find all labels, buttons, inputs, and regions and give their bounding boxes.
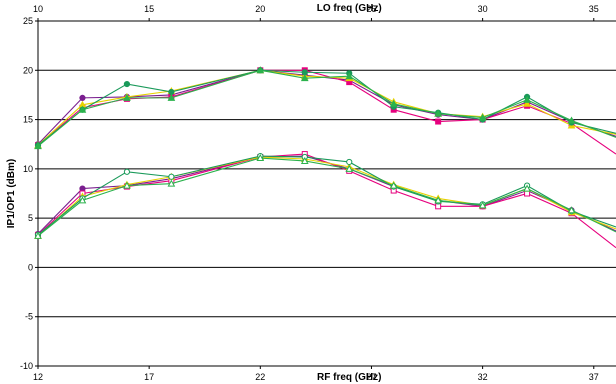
xtick-top-label: 10 bbox=[33, 4, 43, 14]
point-s9 bbox=[345, 164, 354, 172]
point-s4 bbox=[34, 142, 42, 150]
ytick-label: 10 bbox=[23, 164, 33, 174]
xtick-top-label: 20 bbox=[255, 4, 265, 14]
xtick-top-label: 35 bbox=[589, 4, 599, 14]
xtick-bottom-label: 32 bbox=[478, 372, 488, 382]
x-axis-label-top: LO freq (GHz) bbox=[317, 3, 382, 14]
ytick-label: -5 bbox=[25, 312, 33, 322]
y-axis-label: IP1/OP1 (dBm) bbox=[6, 159, 17, 228]
point-s8 bbox=[346, 158, 353, 166]
point-s1 bbox=[435, 118, 442, 125]
point-s9 bbox=[167, 179, 176, 187]
xtick-bottom-label: 12 bbox=[33, 372, 43, 382]
point-s9 bbox=[567, 206, 576, 214]
point-s5 bbox=[79, 185, 86, 192]
xtick-bottom-label: 17 bbox=[144, 372, 154, 382]
point-s9 bbox=[389, 181, 398, 189]
point-s8 bbox=[123, 168, 131, 175]
ytick-label: -10 bbox=[20, 361, 33, 371]
point-s4 bbox=[167, 93, 176, 101]
data-series bbox=[34, 66, 616, 249]
series-6 bbox=[35, 151, 616, 249]
point-s4 bbox=[434, 109, 442, 117]
ytick-label: 25 bbox=[23, 16, 33, 26]
xtick-top-label: 25 bbox=[366, 4, 376, 14]
point-s4 bbox=[567, 116, 576, 124]
point-s9 bbox=[523, 184, 531, 192]
point-s0 bbox=[79, 94, 86, 101]
xtick-top-label: 15 bbox=[144, 4, 154, 14]
point-s9 bbox=[78, 196, 87, 204]
point-s3 bbox=[168, 88, 175, 96]
point-s4 bbox=[256, 66, 265, 74]
ytick-label: 0 bbox=[28, 262, 33, 272]
ytick-label: 5 bbox=[28, 213, 33, 223]
point-s9 bbox=[123, 181, 131, 189]
point-s3 bbox=[123, 80, 131, 88]
point-s4 bbox=[123, 93, 131, 101]
axis-titles: IP1/OP1 (dBm) LO freq (GHz) RF freq (GHz… bbox=[6, 3, 382, 383]
xtick-bottom-label: 37 bbox=[589, 372, 599, 382]
xtick-top-label: 30 bbox=[478, 4, 488, 14]
point-s8 bbox=[168, 173, 175, 180]
point-s4 bbox=[478, 113, 487, 121]
tick-labels: -10 -5 0 5 10 15 20 25 12 17 22 27 32 37 10 15 20 25 30 35 bbox=[20, 4, 599, 382]
point-s4 bbox=[523, 95, 531, 103]
point-s4 bbox=[389, 99, 398, 107]
point-s9 bbox=[434, 196, 442, 204]
series-9 bbox=[34, 153, 616, 239]
point-s4 bbox=[345, 72, 354, 80]
grid-lines bbox=[35, 18, 616, 369]
ytick-label: 15 bbox=[23, 115, 33, 125]
ytick-label: 20 bbox=[23, 65, 33, 75]
series-1 bbox=[35, 67, 616, 155]
point-s4 bbox=[78, 105, 87, 113]
point-s6 bbox=[435, 203, 442, 210]
xtick-bottom-label: 22 bbox=[255, 372, 265, 382]
series-line-6 bbox=[37, 153, 616, 249]
series-4 bbox=[34, 66, 616, 150]
xtick-bottom-label: 27 bbox=[366, 372, 376, 382]
point-s6 bbox=[524, 190, 531, 197]
point-s9 bbox=[300, 156, 309, 164]
point-s2 bbox=[523, 99, 531, 107]
point-s4 bbox=[300, 74, 309, 82]
point-s9 bbox=[478, 201, 487, 209]
point-s3 bbox=[301, 69, 308, 76]
point-s9 bbox=[256, 153, 265, 162]
x-axis-label-bottom: RF freq (GHz) bbox=[317, 372, 381, 383]
point-s9 bbox=[34, 231, 42, 239]
